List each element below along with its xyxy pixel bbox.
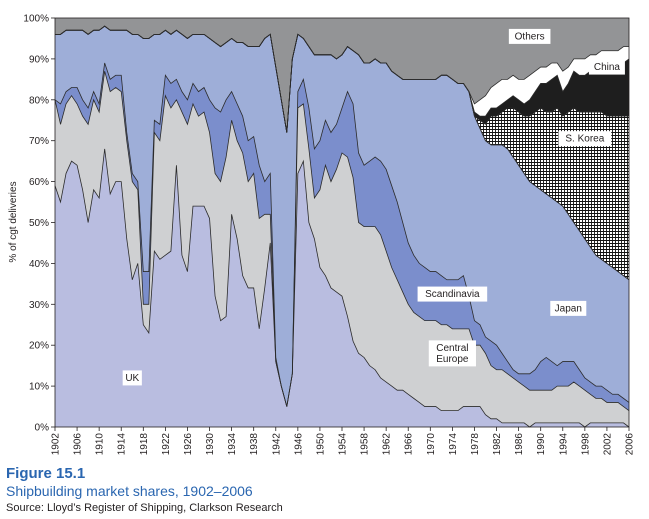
x-tick-label: 1962	[382, 433, 393, 456]
area-rest-of-western-europe	[55, 26, 629, 407]
area-scandinavia	[55, 62, 629, 411]
label-box	[508, 28, 551, 44]
stacked-area-layer	[55, 18, 629, 428]
x-tick-label: 1974	[448, 433, 459, 456]
y-tick-label: 80%	[29, 95, 49, 106]
y-tick-label: 90%	[29, 54, 49, 65]
label-others: Others	[508, 28, 551, 44]
label-text: UK	[125, 373, 139, 384]
boundary-central-europe	[54, 71, 630, 411]
y-axis-label: % of cgt deliveries	[8, 181, 19, 262]
y-tick-label: 60%	[29, 177, 49, 188]
x-tick-label: 1942	[271, 433, 282, 456]
x-tick-label: 1910	[95, 433, 106, 456]
area-s-korea	[55, 26, 629, 280]
boundary-scandinavia	[54, 62, 630, 407]
x-tick-label: 1994	[558, 433, 569, 456]
x-tick-label: 1930	[205, 433, 216, 456]
label-uk: UK	[122, 370, 142, 386]
figure-number: Figure 15.1	[6, 465, 86, 482]
x-tick-label: 1922	[161, 433, 172, 456]
x-tick-label: 1934	[227, 433, 238, 456]
x-tick-label: 1978	[470, 433, 481, 456]
y-tick-label: 10%	[29, 382, 49, 393]
label-box	[558, 131, 612, 147]
shipbuilding-market-share-chart: 0% 10% 20% 30% 40% 50% 60% 70% 80% 90% 100% 1902 190…	[8, 14, 636, 456]
x-tick-label: 1950	[315, 433, 326, 456]
x-tick-label: 2002	[602, 433, 613, 456]
label-text: China	[594, 62, 621, 73]
x-tick-label: 1958	[360, 433, 371, 456]
y-tick-label: 70%	[29, 136, 49, 147]
x-tick-label: 1914	[117, 433, 128, 456]
label-text: Others	[515, 31, 545, 42]
x-tick-label: 1982	[492, 433, 503, 456]
x-tick-label: 1966	[404, 433, 415, 456]
boundary-rest-of-world	[55, 25, 629, 133]
label-s-korea: S. Korea	[558, 131, 612, 147]
area-others	[55, 18, 629, 133]
x-tick-label: 1946	[293, 433, 304, 456]
y-tick-label: 40%	[29, 259, 49, 270]
y-tick-label: 100%	[23, 14, 49, 25]
x-tick-label: 1990	[536, 433, 547, 456]
x-tick-label: 1998	[580, 433, 591, 456]
label-text: Central	[436, 343, 468, 354]
y-tick-label: 0%	[35, 423, 50, 434]
label-text: Scandinavia	[425, 289, 480, 300]
x-tick-label: 1906	[73, 433, 84, 456]
label-text: Japan	[555, 303, 582, 314]
x-tick-label: 1938	[249, 433, 260, 456]
label-japan: Japan	[550, 300, 587, 316]
x-tick-label: 1954	[338, 433, 349, 456]
y-tick-label: 30%	[29, 300, 49, 311]
area-central-europe	[55, 71, 629, 428]
label-box	[550, 300, 587, 316]
x-tick-label: 1918	[139, 433, 150, 456]
y-tick-label: 50%	[29, 218, 49, 229]
x-tick-label: 1970	[426, 433, 437, 456]
boundary-line-layer	[54, 25, 630, 428]
x-tick-label: 2006	[625, 433, 636, 456]
figure-title: Shipbuilding market shares, 1902–2006	[6, 483, 253, 499]
x-tick-label: 1926	[183, 433, 194, 456]
label-scandinavia: Scandinavia	[417, 286, 488, 302]
label-box	[428, 340, 476, 367]
figure-source: Source: Lloyd’s Register of Shipping, Cl…	[6, 502, 283, 514]
label-box	[588, 59, 625, 75]
label-text: S. Korea	[565, 134, 604, 145]
label-china: China	[588, 59, 625, 75]
axes-layer: 0% 10% 20% 30% 40% 50% 60% 70% 80% 90% 100% 1902 190…	[23, 14, 635, 456]
label-box	[122, 370, 142, 386]
boundary-uk	[54, 148, 630, 428]
label-text: Europe	[436, 354, 469, 365]
area-uk	[55, 148, 629, 427]
label-box	[417, 286, 488, 302]
x-tick-label: 1902	[51, 433, 62, 456]
x-tick-label: 1986	[514, 433, 525, 456]
y-tick-label: 20%	[29, 341, 49, 352]
area-rest-of-world	[55, 26, 629, 133]
